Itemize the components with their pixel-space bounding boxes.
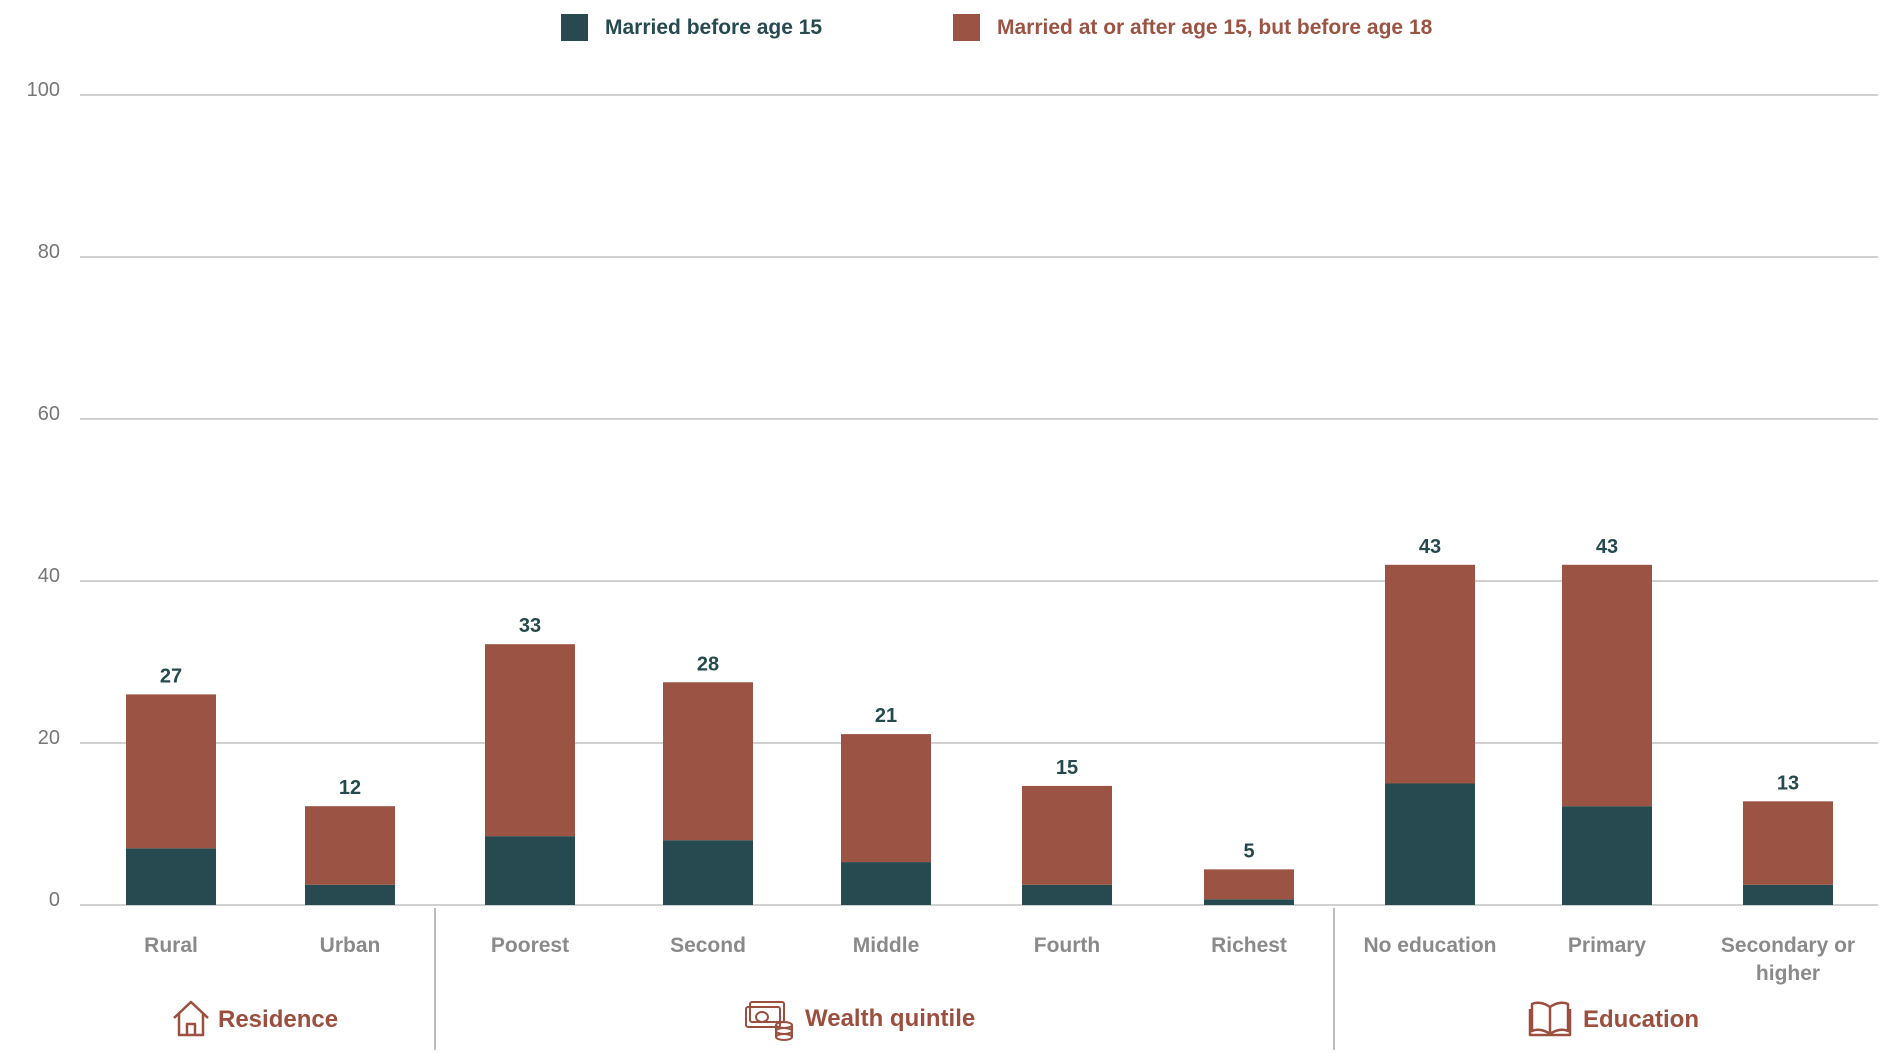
x-tick-label: Rural bbox=[144, 934, 198, 957]
bar-segment-15to18 bbox=[485, 644, 575, 837]
legend-label: Married at or after age 15, but before a… bbox=[997, 15, 1433, 39]
y-tick-label: 0 bbox=[49, 889, 60, 911]
data-label: 43 bbox=[1596, 536, 1618, 558]
bar-segment-before15 bbox=[1385, 783, 1475, 905]
money-icon bbox=[745, 1001, 793, 1041]
bar-segment-15to18 bbox=[305, 806, 395, 885]
bar-segment-before15 bbox=[1743, 884, 1833, 905]
data-label: 15 bbox=[1056, 757, 1078, 779]
y-tick-label: 20 bbox=[38, 727, 60, 749]
bars bbox=[126, 564, 1833, 905]
group-label-wealth: Wealth quintile bbox=[805, 1005, 975, 1032]
book-icon bbox=[1528, 1001, 1572, 1037]
bar-segment-15to18 bbox=[663, 682, 753, 841]
data-label: 28 bbox=[697, 653, 719, 675]
group-education: Education bbox=[1528, 1001, 1699, 1037]
bar-segment-before15 bbox=[485, 836, 575, 905]
x-tick-label: Urban bbox=[320, 934, 381, 957]
x-tick-label: No education bbox=[1363, 934, 1496, 957]
legend-swatch bbox=[561, 14, 588, 41]
y-axis: 0 20 40 60 80 100 bbox=[27, 79, 60, 911]
data-label: 21 bbox=[875, 705, 897, 727]
y-tick-label: 60 bbox=[38, 403, 60, 425]
bar-segment-before15 bbox=[1562, 806, 1652, 905]
legend-label: Married before age 15 bbox=[605, 15, 823, 39]
bar-segment-before15 bbox=[1022, 884, 1112, 905]
data-label: 33 bbox=[519, 615, 541, 637]
data-label: 27 bbox=[160, 665, 182, 687]
group-label-education: Education bbox=[1583, 1006, 1699, 1033]
legend-item-before15: Married before age 15 bbox=[561, 14, 822, 41]
x-tick-label: Poorest bbox=[491, 934, 569, 957]
data-label: 12 bbox=[339, 777, 361, 799]
group-wealth: Wealth quintile bbox=[745, 1001, 975, 1041]
legend: Married before age 15 Married at or afte… bbox=[0, 10, 1882, 50]
bar-segment-15to18 bbox=[841, 734, 931, 863]
house-icon bbox=[173, 1000, 209, 1037]
bar-segment-before15 bbox=[126, 848, 216, 905]
bar-segment-15to18 bbox=[1385, 564, 1475, 784]
bar-segment-15to18 bbox=[126, 694, 216, 849]
bar-segment-before15 bbox=[663, 840, 753, 905]
x-tick-label: Second bbox=[670, 934, 746, 957]
y-tick-label: 40 bbox=[38, 565, 60, 587]
bar-segment-before15 bbox=[305, 884, 395, 905]
x-tick-label: Fourth bbox=[1034, 934, 1100, 957]
x-axis: Rural Urban Poorest Second Middle Fourth Riche… bbox=[144, 934, 1855, 985]
bar-segment-15to18 bbox=[1204, 869, 1294, 900]
bar-segment-before15 bbox=[841, 862, 931, 905]
group-residence: Residence bbox=[173, 1000, 338, 1037]
bar-segment-15to18 bbox=[1743, 801, 1833, 885]
x-tick-label: Secondary or higher bbox=[1721, 934, 1855, 985]
x-tick-label: Richest bbox=[1211, 934, 1287, 957]
data-label: 13 bbox=[1777, 772, 1799, 794]
data-label: 5 bbox=[1243, 840, 1254, 862]
data-label: 43 bbox=[1419, 536, 1441, 558]
y-tick-label: 100 bbox=[27, 79, 60, 101]
y-tick-label: 80 bbox=[38, 241, 60, 263]
bar-segment-15to18 bbox=[1562, 564, 1652, 807]
legend-item-15to18: Married at or after age 15, but before a… bbox=[953, 14, 1432, 41]
data-labels: 27 12 33 28 21 15 5 43 43 13 bbox=[160, 536, 1799, 863]
bar-segment-15to18 bbox=[1022, 785, 1112, 885]
group-label-residence: Residence bbox=[218, 1006, 338, 1033]
bar-segment-before15 bbox=[1204, 899, 1294, 905]
x-tick-label: Primary bbox=[1568, 934, 1647, 957]
legend-swatch bbox=[953, 14, 980, 41]
x-tick-label: Middle bbox=[853, 934, 920, 957]
